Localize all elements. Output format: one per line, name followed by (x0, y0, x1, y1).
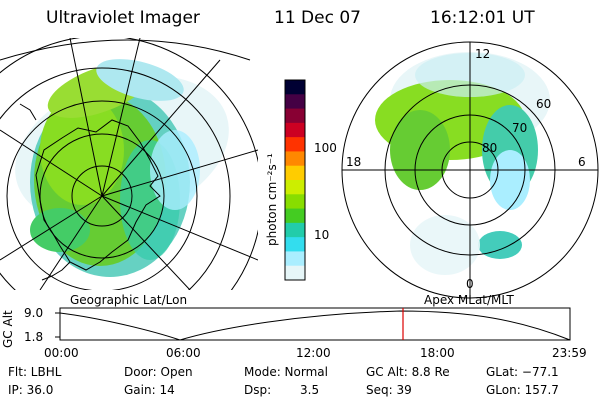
status-glat: GLat: −77.1 (486, 365, 559, 379)
colorbar-band (285, 80, 305, 95)
colorbar-band (285, 237, 305, 252)
timeline-xtick-1200: 12:00 (296, 346, 331, 360)
latitude-circles (0, 38, 258, 290)
mlat-label-60: 60 (536, 97, 552, 111)
timeline-xtick-2359: 23:59 (552, 346, 587, 360)
observation-date: 11 Dec 07 (274, 8, 361, 28)
colorbar-band (285, 251, 305, 267)
observation-time: 16:12:01 UT (430, 8, 535, 28)
colorbar-unit-label: photon cm⁻²s⁻¹ (265, 153, 279, 246)
colorbar-band (285, 194, 305, 210)
status-gc-alt: GC Alt: 8.8 Re (366, 365, 450, 379)
colorbar-band (285, 94, 305, 110)
timeline-xtick-1800: 18:00 (420, 346, 455, 360)
meridian-lines (0, 38, 258, 290)
timeline-ytick-1.8: 1.8 (24, 330, 44, 344)
colorbar-band (285, 122, 305, 138)
mlt-label-18: 18 (346, 155, 362, 169)
status-dsp-value: 3.5 (300, 383, 320, 397)
mlt-label-0: 0 (466, 277, 474, 291)
colorbar-band (285, 208, 305, 224)
mlat-label-80: 80 (482, 141, 498, 155)
mlat-label-70: 70 (512, 121, 528, 135)
timeline-ticks (55, 312, 60, 338)
status-seq: Seq: 39 (366, 383, 412, 397)
left-map-border (0, 39, 251, 61)
mlt-label-12: 12 (475, 47, 491, 61)
instrument-title: Ultraviolet Imager (46, 8, 200, 28)
status-ip: IP: 36.0 (8, 383, 54, 397)
altitude-timeline (55, 307, 571, 341)
status-door: Door: Open (124, 365, 193, 379)
timeline-ylabel: GC Alt (1, 310, 15, 348)
status-filter: Flt: LBHL (8, 365, 62, 379)
status-glon: GLon: 157.7 (486, 383, 559, 397)
colorbar-band (285, 165, 305, 181)
colorbar-tick-100: 100 (314, 141, 337, 155)
timeline-ytick-9: 9.0 (24, 306, 44, 320)
colorbar-band (285, 180, 305, 195)
colorbar-band (285, 108, 305, 124)
coastline-peninsula (19, 103, 71, 281)
colorbar-band (285, 151, 305, 167)
timeline-frame (59, 307, 571, 341)
status-gain: Gain: 14 (124, 383, 175, 397)
right-map-caption: Apex MLat/MLT (424, 293, 514, 307)
mlt-axes (342, 42, 598, 298)
colorbar-band (285, 222, 305, 238)
left-aurora-emission (15, 59, 229, 277)
mlt-label-6: 6 (578, 155, 586, 169)
geographic-map (0, 38, 258, 290)
altitude-curve (59, 310, 571, 341)
colorbar-band (285, 137, 305, 152)
coastline (35, 119, 161, 271)
timeline-xtick-0600: 06:00 (166, 346, 201, 360)
status-dsp-label: Dsp: (244, 383, 272, 397)
left-map-caption: Geographic Lat/Lon (70, 293, 188, 307)
colorbar-band (285, 265, 305, 281)
magnetic-polar-map (341, 41, 599, 299)
status-mode: Mode: Normal (244, 365, 328, 379)
colorbar-tick-10: 10 (314, 228, 330, 242)
colorbar (285, 80, 305, 281)
timeline-xtick-0000: 00:00 (44, 346, 79, 360)
